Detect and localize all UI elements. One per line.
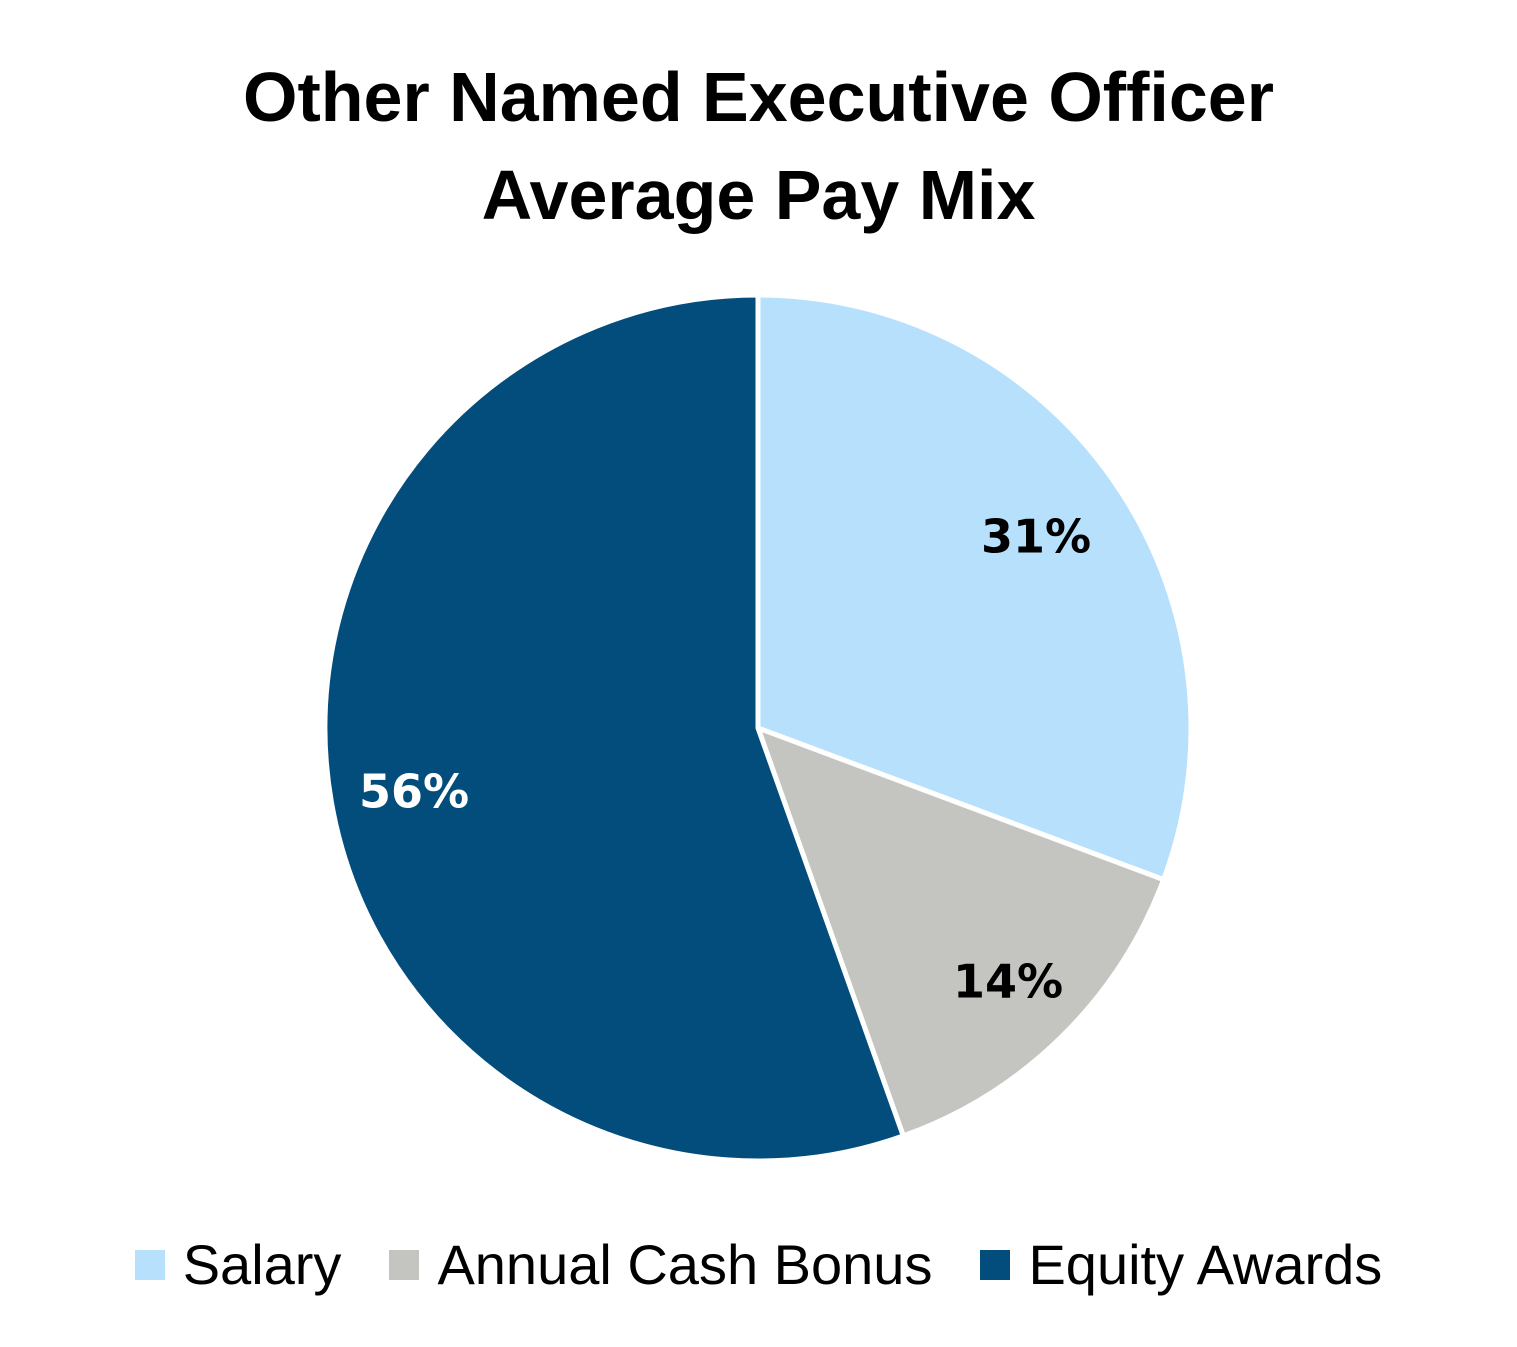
legend-item-annual-cash-bonus: Annual Cash Bonus <box>389 1232 932 1297</box>
title-line-1: Other Named Executive Officer <box>243 58 1274 136</box>
pie-slice-annual-cash-bonus <box>753 723 1167 1140</box>
legend-swatch <box>980 1249 1011 1280</box>
chart-title: Other Named Executive Officer Average Pa… <box>0 48 1517 244</box>
pie-slice-salary <box>755 292 1194 883</box>
slice-label: 56% <box>359 765 469 819</box>
slice-label: 14% <box>953 955 1063 1009</box>
legend: Salary Annual Cash Bonus Equity Awards <box>0 1232 1517 1297</box>
pie-slice-equity-awards <box>322 292 907 1164</box>
slice-label: 31% <box>981 510 1091 564</box>
title-line-2: Average Pay Mix <box>481 156 1036 234</box>
legend-label: Annual Cash Bonus <box>437 1233 933 1296</box>
legend-label: Salary <box>182 1233 342 1296</box>
legend-label: Equity Awards <box>1028 1233 1383 1296</box>
legend-item-salary: Salary <box>134 1232 342 1297</box>
legend-item-equity-awards: Equity Awards <box>980 1232 1382 1297</box>
legend-swatch <box>389 1249 420 1280</box>
legend-swatch <box>134 1249 165 1280</box>
